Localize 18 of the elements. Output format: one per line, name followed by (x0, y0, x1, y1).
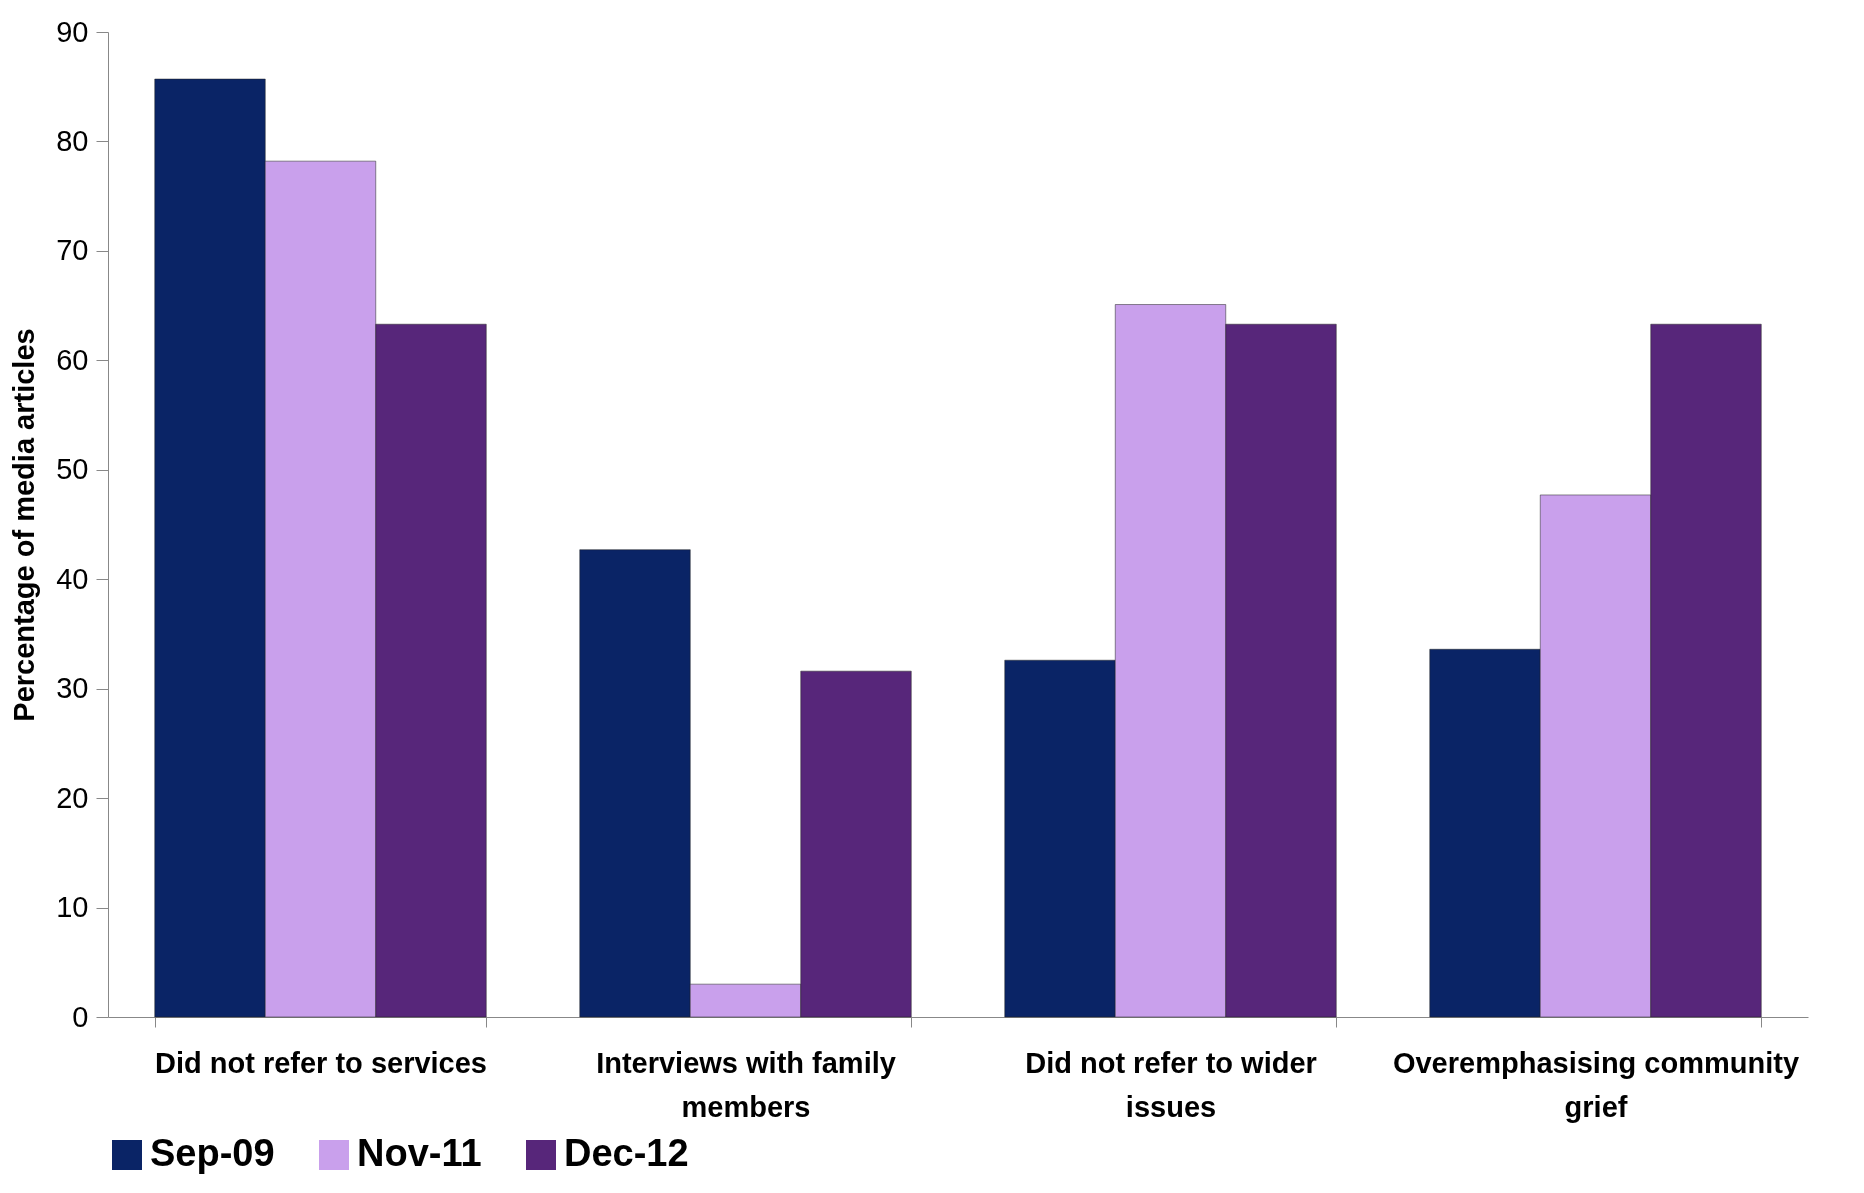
legend-label: Dec-12 (564, 1132, 689, 1174)
y-tick-label: 20 (56, 781, 89, 814)
y-tick-label: 60 (56, 343, 89, 376)
y-tick-label: 70 (56, 234, 89, 267)
legend-label: Sep-09 (150, 1132, 275, 1174)
y-tick-label: 50 (56, 453, 89, 486)
x-tick-label: Interviews with family members (596, 1046, 896, 1123)
y-tick-label: 10 (56, 891, 89, 924)
legend-label: Nov-11 (357, 1132, 482, 1174)
y-tick-label: 0 (72, 1000, 89, 1033)
y-tick-label: 80 (56, 124, 89, 157)
x-tick-label: Did not refer to services (155, 1046, 487, 1079)
y-tick-label: 30 (56, 672, 89, 705)
y-tick-label: 90 (56, 15, 89, 48)
y-axis-title: Percentage of media articles (8, 328, 41, 722)
x-tick-label: Overemphasising community grief (1392, 1046, 1800, 1123)
y-tick-label: 40 (56, 562, 89, 595)
x-tick-label: Did not refer to wider issues (1025, 1046, 1317, 1123)
